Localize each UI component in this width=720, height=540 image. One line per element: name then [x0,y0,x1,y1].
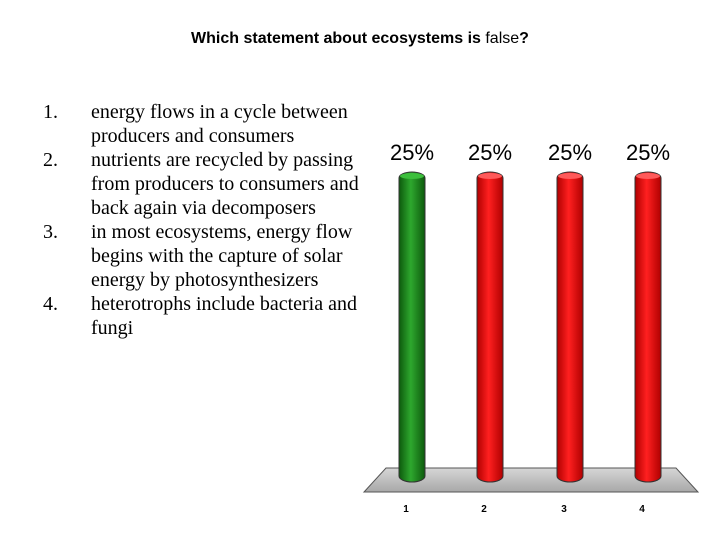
answer-option-1: 1. energy flows in a cycle between produ… [30,100,360,148]
bar-4 [634,171,662,483]
bar-cap-4 [636,173,660,179]
answer-options-list: 1. energy flows in a cycle between produ… [30,100,360,340]
bar-2 [476,171,504,483]
option-number: 4. [43,293,58,315]
bar-1 [398,171,426,483]
question-title: Which statement about ecosystems is fals… [191,30,529,47]
option-number: 1. [43,101,58,123]
answer-option-2: 2. nutrients are recycled by passing fro… [30,148,360,220]
answer-option-4: 4. heterotrophs include bacteria and fun… [30,292,360,340]
bar-cap-2 [478,173,502,179]
bar-value-label-4: 25% [626,140,670,165]
bar-value-label-1: 25% [390,140,434,165]
bar-value-label-3: 25% [548,140,592,165]
bar-cap-1 [400,173,424,179]
x-tick-label-1: 1 [403,504,409,515]
x-tick-label-2: 2 [481,504,487,515]
bar-cap-3 [558,173,582,179]
bar-value-label-2: 25% [468,140,512,165]
option-number: 3. [43,221,58,243]
option-text: energy flows in a cycle between producer… [91,101,348,147]
option-text: heterotrophs include bacteria and fungi [91,293,357,339]
x-tick-label-4: 4 [639,504,645,515]
option-number: 2. [43,149,58,171]
option-text: nutrients are recycled by passing from p… [91,149,359,219]
option-text: in most ecosystems, energy flow begins w… [91,221,353,291]
bar-3 [556,171,584,483]
answer-option-3: 3. in most ecosystems, energy flow begin… [30,220,360,292]
x-tick-label-3: 3 [561,504,567,515]
